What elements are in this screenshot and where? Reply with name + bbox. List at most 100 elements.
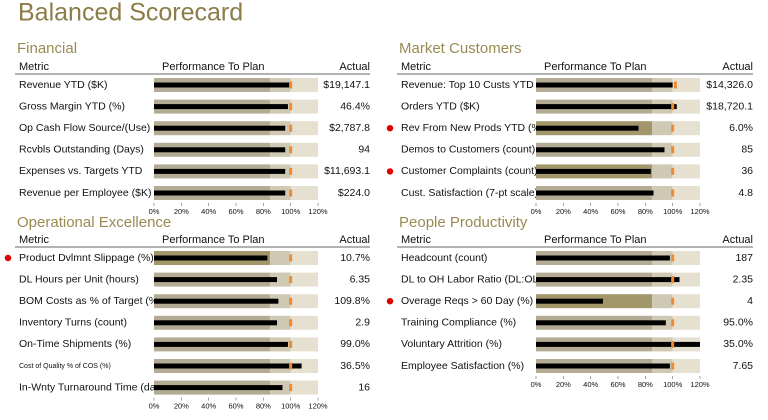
header-metric: Metric [401,234,431,246]
band [290,359,318,373]
actual-value: 94 [358,144,370,156]
performance-bar [154,168,286,174]
target-marker [671,167,675,175]
metric-label: Customer Complaints (count) [401,165,538,177]
tick-label: 40% [201,207,216,216]
performance-bar [154,385,283,391]
performance-bar [536,320,666,326]
actual-value: $19,147.1 [323,79,370,91]
band [290,121,318,136]
band [290,294,318,309]
band [672,78,700,92]
target-marker [671,362,675,370]
tick-label: 40% [201,402,216,411]
header-actual: Actual [339,61,370,73]
band [652,294,673,309]
band [290,186,318,200]
actual-value: 95.0% [723,317,753,329]
header-performance: Performance To Plan [544,234,647,246]
performance-bar [536,104,677,110]
target-marker [289,362,293,370]
performance-bar [154,147,286,153]
target-marker [671,103,675,111]
band [270,315,291,330]
metric-label: Op Cash Flow Source/(Use) ($K) [19,122,173,134]
metric-label: Rev From New Prods YTD (%) [401,122,544,134]
tick-label: 60% [610,207,625,216]
metric-label: Overage Reqs > 60 Day (%) [401,295,533,307]
performance-bar [536,255,670,261]
band [290,272,318,287]
actual-value: $14,326.0 [706,79,753,91]
tick-label: 60% [228,402,243,411]
metric-label: Cost of Quality % of COS (%) [19,363,111,370]
metric-label: In-Wnty Turnaround Time (days) [19,381,170,393]
metric-label: Rcvbls Outstanding (Days) [19,144,144,156]
performance-bar [536,125,639,131]
metric-label: Product Dvlmnt Slippage (%) [19,252,154,264]
panel-title: People Productivity [399,214,528,231]
tick-label: 120% [308,207,328,216]
band [652,121,673,136]
actual-value: 16 [358,381,370,393]
band [672,315,700,330]
band [672,251,700,265]
tick-label: 80% [638,207,653,216]
metric-label: Headcount (count) [401,252,487,264]
target-marker [671,146,675,154]
performance-bar [154,104,288,110]
panel-title: Operational Excellence [17,214,171,231]
actual-value: 187 [735,252,753,264]
target-marker [289,384,293,392]
band [290,380,318,395]
target-marker [289,81,293,89]
performance-bar [154,277,277,283]
actual-value: 35.0% [723,338,753,350]
tick-label: 100% [663,207,683,216]
band [672,99,700,114]
metric-label: DL to OH Labor Ratio (DL:OL) [401,273,542,285]
performance-bar [536,341,700,347]
actual-value: 6.35 [350,273,371,285]
performance-bar [154,363,302,369]
performance-bar [536,168,651,174]
performance-bar [536,82,673,88]
target-marker [671,276,675,284]
actual-value: 109.8% [334,295,370,307]
tick-label: 80% [256,207,271,216]
actual-value: 2.35 [733,273,754,285]
performance-bar [154,125,286,131]
target-marker [671,254,675,262]
band [672,186,700,200]
target-marker [289,297,293,305]
tick-label: 60% [228,207,243,216]
target-marker [289,254,293,262]
header-actual: Actual [722,61,753,73]
performance-bar [154,190,286,196]
actual-value: 2.9 [355,317,370,329]
tick-label: 20% [556,207,571,216]
flag-dot [386,168,394,175]
tick-label: 80% [638,380,653,389]
tick-label: 20% [174,207,189,216]
tick-label: 0% [531,380,542,389]
actual-value: 4.8 [738,187,753,199]
performance-bar [154,341,288,347]
target-marker [289,189,293,197]
metric-label: Revenue per Employee ($K) [19,187,152,199]
panel-title: Financial [17,40,77,57]
actual-value: 7.65 [733,360,754,372]
band [290,337,318,352]
performance-bar [536,190,654,196]
flag-dot [386,298,394,305]
target-marker [671,189,675,197]
band [270,294,291,309]
header-metric: Metric [401,61,431,73]
target-marker [671,340,675,348]
performance-bar [536,298,603,304]
tick-label: 0% [531,207,542,216]
actual-value: $224.0 [338,187,370,199]
band [270,272,291,287]
band [290,251,318,265]
metric-label: Inventory Turns (count) [19,317,127,329]
